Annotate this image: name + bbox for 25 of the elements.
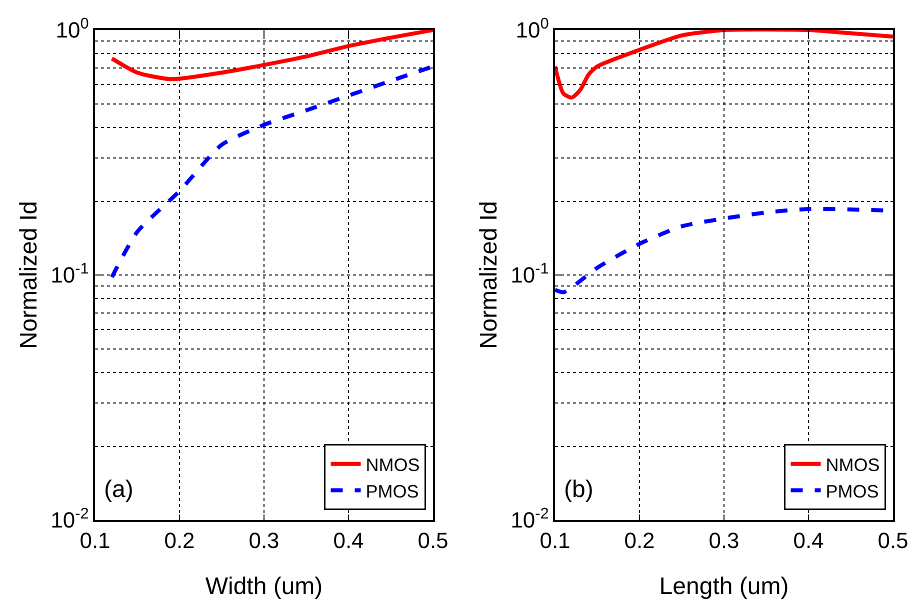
y-tick-label: 10$^{0}$ <box>56 15 89 43</box>
x-axis-title: Width (um) <box>205 573 323 600</box>
x-tick-label: 0.4 <box>333 528 364 554</box>
y-tick-label: 10$^{0}$ <box>516 15 549 43</box>
x-tick-label: 0.4 <box>793 528 824 554</box>
legend-label: NMOS <box>366 454 420 475</box>
annotation: (a) <box>104 476 134 503</box>
y-axis-title: Normalized Id <box>476 200 502 350</box>
legend-label: NMOS <box>826 454 880 475</box>
y-tick-label: 10$^{-1}$ <box>50 260 89 288</box>
x-tick-label: 0.2 <box>164 528 195 554</box>
y-tick-label: 10$^{-1}$ <box>510 260 549 288</box>
x-tick-label: 0.3 <box>708 528 740 554</box>
x-tick-label: 0.5 <box>418 528 448 554</box>
y-axis-title: Normalized Id <box>16 200 42 350</box>
line-series <box>555 30 893 100</box>
x-tick-label: 0.3 <box>248 528 280 554</box>
x-axis-title: Length (um) <box>659 573 789 600</box>
annotation: (b) <box>564 476 594 503</box>
x-tick-label: 0.2 <box>624 528 655 554</box>
legend-label: PMOS <box>366 481 419 502</box>
line-series <box>110 64 433 280</box>
line-series <box>110 30 433 82</box>
x-tick-label: 0.5 <box>878 528 908 554</box>
legend-label: PMOS <box>826 481 879 502</box>
